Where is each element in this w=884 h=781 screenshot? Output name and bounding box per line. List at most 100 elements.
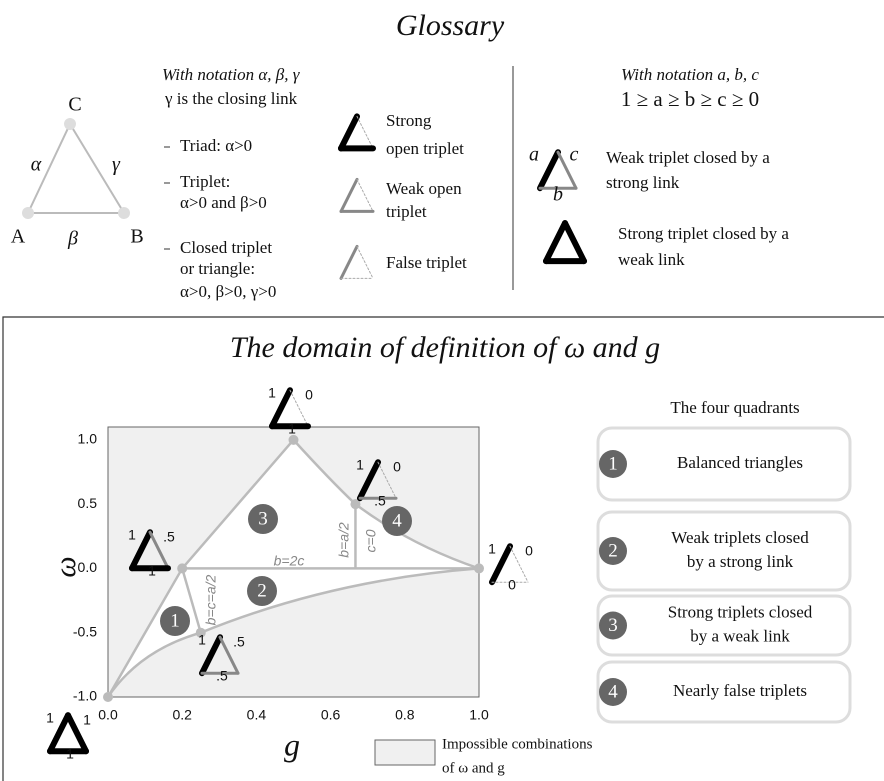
quadrant-box — [596, 594, 852, 657]
region-badge — [160, 606, 190, 636]
region-badge — [247, 576, 277, 606]
x-tick-label: 0.2 — [172, 707, 192, 723]
heading: With notation a, b, c — [621, 65, 759, 84]
icon-label: 0 — [508, 577, 516, 593]
line-label: b=c=a/2 — [203, 574, 219, 625]
quadrants-title: The four quadrants — [670, 398, 799, 417]
y-tick-label: 0.0 — [78, 559, 98, 575]
corner-point — [350, 499, 361, 510]
quadrant-badge — [599, 678, 627, 706]
icon-label: .5 — [163, 529, 175, 545]
boundary — [180, 568, 202, 634]
icon-side — [47, 712, 71, 755]
icon-label: a — [529, 144, 539, 166]
quadrant-number: 1 — [608, 453, 618, 474]
icon-label: 1 — [288, 421, 296, 437]
icon-label: 1 — [66, 746, 74, 762]
link-label: γ — [112, 154, 121, 176]
icon-side — [489, 543, 513, 586]
type-label: Weak open — [386, 179, 462, 198]
line-label: b=a/2 — [336, 522, 352, 558]
x-tick-label: 0.8 — [395, 707, 415, 723]
boundary — [106, 567, 480, 698]
icon-label: 0 — [525, 543, 533, 559]
type-label: Strong — [386, 111, 432, 130]
icon-label: b — [553, 184, 563, 206]
icon-label: 0 — [305, 387, 313, 403]
x-tick-label: 0.6 — [321, 707, 341, 723]
icon-side — [65, 712, 89, 755]
quadrant-label: Strong triplets closed — [668, 602, 813, 621]
icon-side — [269, 387, 293, 430]
quadrant-label: by a weak link — [690, 626, 790, 645]
link-label: β — [67, 228, 78, 250]
icon-side — [356, 178, 374, 212]
icon-side — [357, 459, 381, 502]
type-label: Strong triplet closed by a — [618, 224, 789, 243]
type-label: False triplet — [386, 253, 467, 272]
icon-label: 1 — [198, 632, 206, 648]
quadrant-number: 2 — [608, 540, 618, 561]
heading: With notation α, β, γ — [162, 65, 301, 84]
vertex-dot — [22, 207, 34, 219]
closing-text: γ is the closing link — [164, 89, 298, 108]
corner-point — [288, 434, 299, 445]
list-item: Triplet: — [180, 172, 230, 191]
list-item: α>0, β>0, γ>0 — [180, 282, 276, 301]
list-item: or triangle: — [180, 259, 255, 278]
icon-side — [218, 635, 240, 675]
y-tick-label: 1.0 — [78, 431, 98, 447]
icon-label: 0 — [393, 459, 401, 475]
type-label: open triplet — [386, 139, 464, 158]
vertex-label: B — [130, 226, 143, 248]
icon-side — [556, 150, 578, 190]
icon-side — [537, 149, 561, 192]
x-tick-label: 1.0 — [469, 707, 489, 723]
x-axis-label: g — [284, 726, 300, 762]
line-label: b=2c — [274, 553, 305, 569]
panel-frame — [2, 316, 884, 781]
icon-side — [377, 461, 397, 499]
vertex-dot — [64, 118, 76, 130]
quadrant-box — [596, 426, 852, 502]
y-tick-label: -0.5 — [73, 623, 97, 639]
legend-swatch — [374, 739, 436, 766]
corner-point — [195, 627, 206, 638]
corner-point — [474, 563, 484, 574]
region-badge — [382, 506, 412, 536]
list-item: Triad: α>0 — [180, 136, 252, 155]
icon-label: 1 — [488, 541, 496, 557]
y-tick-label: 0.5 — [78, 495, 98, 511]
x-tick-label: 0.0 — [98, 707, 118, 723]
line-label: c=0 — [363, 529, 379, 552]
y-axis-label: ω — [49, 556, 82, 577]
quadrant-box — [596, 660, 852, 724]
icon-label: 1 — [268, 385, 276, 401]
icon-side — [356, 115, 374, 149]
icon-side — [339, 244, 359, 280]
icon-label: .5 — [216, 668, 228, 684]
quadrant-number: 3 — [608, 615, 618, 636]
list-item: α>0 and β>0 — [180, 193, 267, 212]
icon-label: 1 — [83, 712, 91, 728]
legend-label: of ω and g — [442, 760, 505, 776]
icon-side — [339, 177, 359, 213]
region-number: 4 — [392, 510, 402, 531]
icon-side — [562, 220, 587, 265]
quadrant-label: by a strong link — [687, 552, 794, 571]
icon-side — [148, 530, 170, 570]
icon-label: 1 — [356, 457, 364, 473]
region-number: 1 — [170, 610, 180, 631]
icon-label: 1 — [46, 710, 54, 726]
icon-side — [199, 634, 223, 677]
type-label: weak link — [618, 250, 685, 269]
icon-label: .5 — [233, 634, 245, 650]
domain-title: The domain of definition of ω and g — [230, 331, 660, 364]
quadrant-box — [596, 510, 852, 592]
corner-point — [103, 692, 113, 702]
type-label: Weak triplet closed by a — [606, 148, 770, 167]
quadrant-label: Weak triplets closed — [671, 528, 809, 547]
quadrant-badge — [599, 450, 627, 478]
glossary-triangle — [26, 121, 126, 214]
icon-label: c — [570, 144, 579, 166]
